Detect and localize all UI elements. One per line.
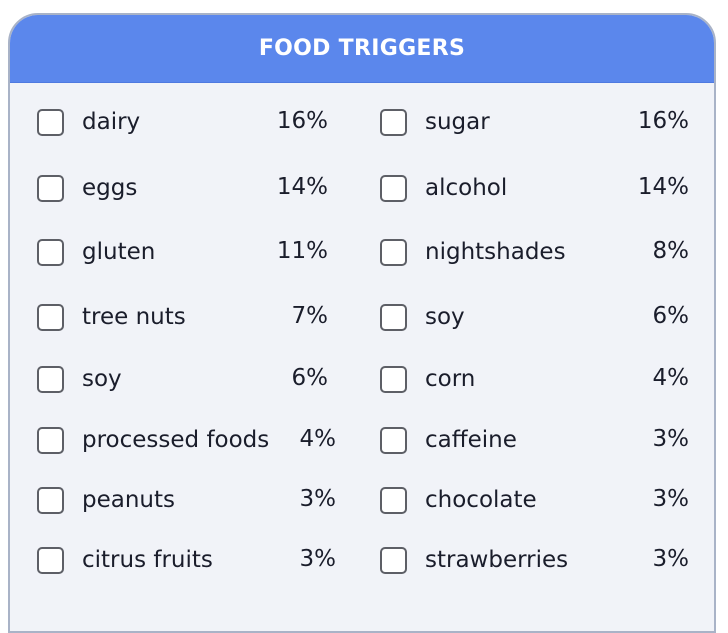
trigger-label: tree nuts	[82, 304, 186, 330]
trigger-item-strawberries[interactable]: strawberries	[380, 540, 568, 580]
trigger-item-tree-nuts[interactable]: tree nuts	[37, 297, 186, 337]
trigger-percent: 7%	[291, 303, 329, 329]
trigger-item-gluten[interactable]: gluten	[37, 232, 155, 272]
trigger-item-chocolate[interactable]: chocolate	[380, 480, 537, 520]
checkbox[interactable]	[37, 486, 64, 514]
trigger-label: chocolate	[425, 487, 537, 513]
trigger-label: citrus fruits	[82, 547, 213, 573]
trigger-item-dairy[interactable]: dairy	[37, 102, 140, 142]
trigger-label: processed foods	[82, 427, 270, 453]
checkbox[interactable]	[37, 238, 64, 266]
trigger-percent: 3%	[652, 486, 690, 512]
trigger-item-citrus-fruits[interactable]: citrus fruits	[37, 540, 213, 580]
checkbox[interactable]	[37, 174, 64, 202]
checkbox[interactable]	[380, 426, 407, 454]
checkbox[interactable]	[37, 365, 64, 393]
trigger-label: dairy	[82, 109, 141, 135]
checkbox[interactable]	[380, 303, 407, 331]
trigger-label: alcohol	[425, 175, 508, 201]
trigger-percent: 3%	[299, 486, 337, 512]
trigger-percent: 16%	[637, 108, 689, 134]
trigger-label: strawberries	[425, 547, 569, 573]
trigger-percent: 6%	[652, 303, 690, 329]
checkbox[interactable]	[37, 303, 64, 331]
checkbox[interactable]	[380, 108, 407, 136]
trigger-item-soy[interactable]: soy	[37, 359, 122, 399]
checkbox[interactable]	[380, 365, 407, 393]
trigger-item-caffeine[interactable]: caffeine	[380, 420, 517, 460]
trigger-label: soy	[425, 304, 465, 330]
checkbox[interactable]	[380, 238, 407, 266]
trigger-item-sugar[interactable]: sugar	[380, 102, 490, 142]
trigger-label: corn	[425, 366, 476, 392]
trigger-percent: 3%	[652, 426, 690, 452]
trigger-percent: 6%	[291, 365, 329, 391]
checkbox[interactable]	[380, 546, 407, 574]
checkbox[interactable]	[37, 108, 64, 136]
trigger-label: caffeine	[425, 427, 517, 453]
panel-header: FOOD TRIGGERS	[10, 15, 714, 83]
trigger-item-peanuts[interactable]: peanuts	[37, 480, 175, 520]
trigger-item-soy-right[interactable]: soy	[380, 297, 465, 337]
trigger-label: eggs	[82, 175, 138, 201]
trigger-percent: 8%	[652, 238, 690, 264]
panel-title: FOOD TRIGGERS	[258, 36, 466, 61]
trigger-item-nightshades[interactable]: nightshades	[380, 232, 566, 272]
checkbox[interactable]	[380, 174, 407, 202]
trigger-percent: 3%	[652, 546, 690, 572]
trigger-percent: 14%	[637, 174, 689, 200]
trigger-percent: 11%	[276, 238, 328, 264]
checkbox[interactable]	[380, 486, 407, 514]
trigger-item-corn[interactable]: corn	[380, 359, 475, 399]
trigger-item-processed-foods[interactable]: processed foods	[37, 420, 269, 460]
trigger-percent: 4%	[652, 365, 690, 391]
trigger-label: nightshades	[425, 239, 566, 265]
trigger-percent: 14%	[276, 174, 328, 200]
trigger-label: soy	[82, 366, 122, 392]
food-triggers-panel: FOOD TRIGGERS dairy 16% eggs 14% gluten …	[8, 13, 716, 633]
trigger-label: sugar	[425, 109, 490, 135]
trigger-percent: 4%	[299, 426, 337, 452]
trigger-label: peanuts	[82, 487, 175, 513]
trigger-item-alcohol[interactable]: alcohol	[380, 168, 507, 208]
trigger-item-eggs[interactable]: eggs	[37, 168, 137, 208]
checkbox[interactable]	[37, 426, 64, 454]
trigger-percent: 16%	[276, 108, 328, 134]
trigger-percent: 3%	[299, 546, 337, 572]
checkbox[interactable]	[37, 546, 64, 574]
trigger-label: gluten	[82, 239, 156, 265]
